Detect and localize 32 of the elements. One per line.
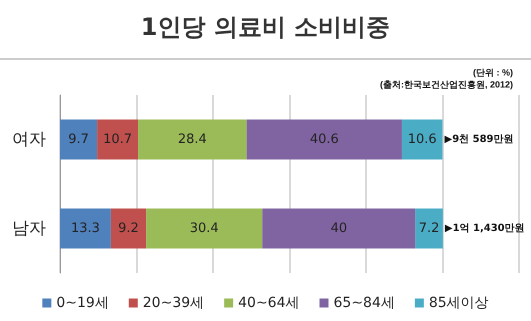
data-label: 10.7 xyxy=(103,132,132,147)
bar xyxy=(146,208,262,248)
legend-label: 20~39세 xyxy=(142,295,204,311)
bar xyxy=(415,208,443,248)
legend-label: 85세이상 xyxy=(428,295,489,311)
bar xyxy=(97,120,138,160)
data-label: 40 xyxy=(330,221,348,236)
total-label: ▶1억 1,430만원 xyxy=(444,223,525,234)
bar xyxy=(402,120,442,160)
legend-label: 0~19세 xyxy=(56,295,109,311)
y-tick-label: 여자 xyxy=(12,130,46,150)
bar xyxy=(110,208,146,248)
data-label: 30.4 xyxy=(190,221,219,236)
data-label: 9.7 xyxy=(68,132,89,147)
legend-label: 65~84세 xyxy=(334,295,395,311)
bar xyxy=(138,120,247,160)
data-label: 40.6 xyxy=(310,132,339,147)
data-label: 10.6 xyxy=(408,132,437,147)
data-label: 28.4 xyxy=(178,132,207,147)
total-label: ▶9천 589만원 xyxy=(444,134,514,145)
text: (출처:한국보건산업진흥원, 2012) xyxy=(380,80,514,90)
text: (단위 : %) xyxy=(473,68,514,78)
y-tick-label: 남자 xyxy=(12,218,46,238)
data-label: 9.2 xyxy=(118,221,139,236)
bar xyxy=(60,120,98,160)
data-label: 7.2 xyxy=(418,221,440,236)
bar xyxy=(246,120,402,160)
data-label: 13.3 xyxy=(70,221,100,236)
chart-title: 1인당 의료비 소비비중 xyxy=(140,13,390,41)
legend-label: 40~64세 xyxy=(238,295,300,311)
bar xyxy=(60,208,111,248)
bar xyxy=(262,208,416,248)
